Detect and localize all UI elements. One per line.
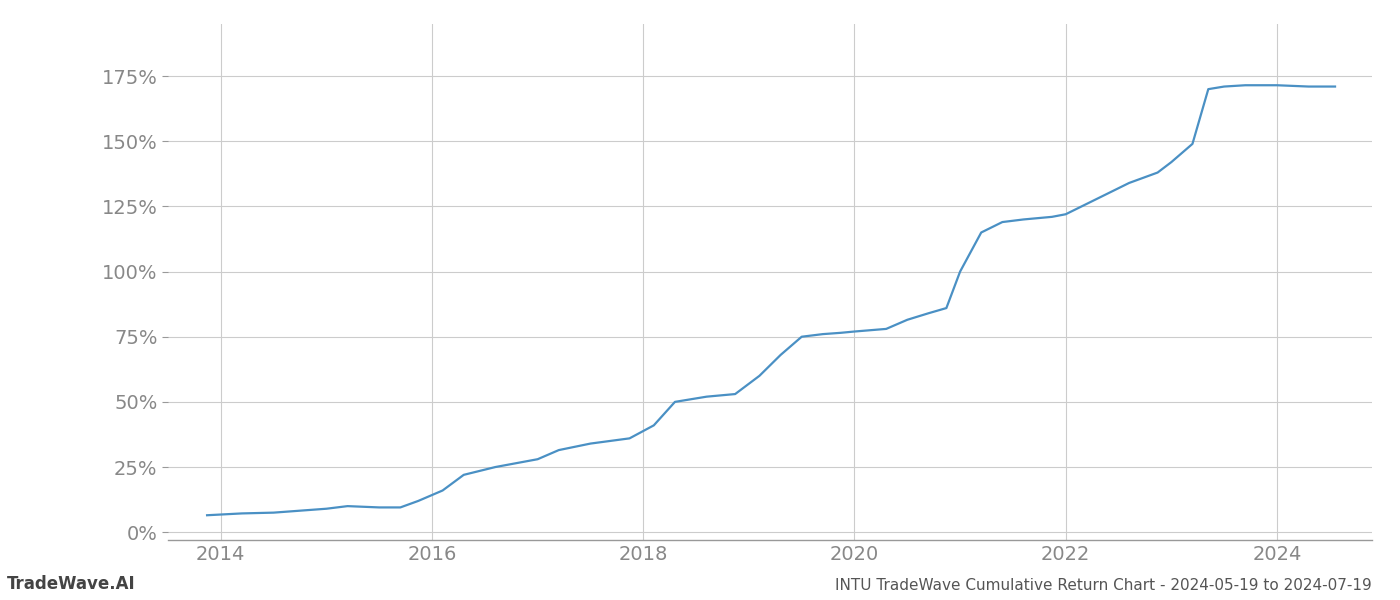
Text: TradeWave.AI: TradeWave.AI — [7, 575, 136, 593]
Text: INTU TradeWave Cumulative Return Chart - 2024-05-19 to 2024-07-19: INTU TradeWave Cumulative Return Chart -… — [836, 578, 1372, 593]
